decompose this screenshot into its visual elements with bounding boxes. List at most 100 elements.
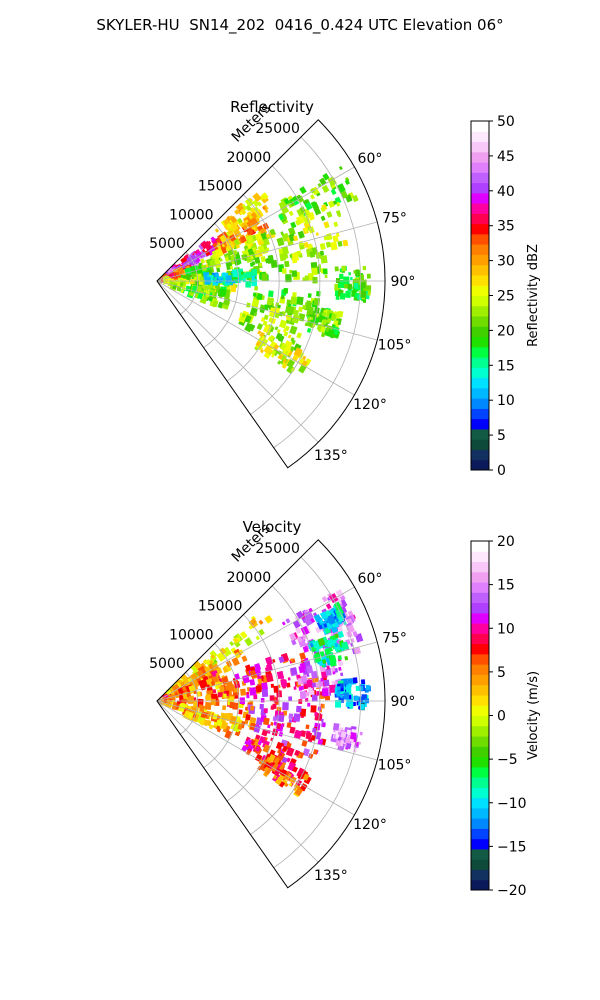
data-cell	[242, 278, 246, 283]
radial-tick-label: 10000	[169, 207, 214, 223]
colorbar-swatch	[471, 725, 489, 737]
data-cell	[345, 684, 351, 691]
data-cell	[236, 636, 242, 642]
data-cell	[350, 276, 353, 281]
data-cell	[309, 251, 316, 258]
colorbar-tick-label: 0	[497, 709, 506, 725]
data-cell	[263, 759, 268, 764]
data-cell	[245, 713, 251, 721]
colorbar-swatch	[471, 664, 489, 675]
data-cell	[294, 787, 304, 797]
colorbar-swatch	[471, 869, 489, 881]
data-cell	[325, 603, 332, 610]
data-cell	[281, 756, 288, 764]
data-cell	[314, 653, 318, 658]
data-cell	[245, 280, 252, 288]
data-cell	[354, 269, 361, 277]
colorbar-tick-label: 50	[497, 114, 515, 130]
data-cell	[201, 248, 206, 253]
colorbar-swatch	[471, 264, 489, 276]
colorbar-swatch	[471, 777, 489, 788]
data-cell	[298, 364, 307, 374]
data-cell	[335, 589, 345, 599]
colorbar-swatch	[471, 694, 489, 706]
data-cell	[236, 633, 241, 639]
data-cell	[203, 284, 209, 291]
azimuth-tick-label: 105°	[378, 338, 412, 354]
data-cell	[333, 221, 339, 228]
data-cell	[241, 655, 248, 663]
data-cell	[229, 221, 239, 232]
azimuth-tick-label: 60°	[358, 151, 383, 167]
data-cell	[309, 687, 313, 693]
data-cell	[198, 280, 203, 286]
colorbar-tick-label: −5	[497, 752, 518, 768]
data-cell	[199, 719, 206, 726]
data-cell	[264, 615, 273, 624]
data-cell	[280, 294, 285, 300]
data-cell	[360, 704, 365, 710]
data-cell	[252, 226, 257, 231]
azimuth-tick-label: 60°	[358, 571, 383, 587]
data-cell	[244, 240, 248, 246]
data-cell	[269, 228, 276, 236]
data-cell	[323, 623, 328, 628]
colorbar-tick-label: 40	[497, 184, 515, 200]
data-cell	[327, 176, 337, 187]
azimuth-spoke	[156, 280, 319, 443]
data-cell	[210, 698, 216, 706]
data-cell	[327, 200, 335, 208]
data-cell	[293, 787, 297, 792]
data-cell	[278, 353, 284, 360]
data-cell	[252, 247, 257, 253]
data-cell	[312, 727, 317, 733]
colorbar-swatch	[471, 192, 489, 204]
colorbar-swatch	[471, 623, 489, 634]
data-cell	[262, 320, 268, 326]
data-cell	[258, 628, 265, 636]
data-cell	[270, 705, 275, 710]
colorbar-swatch	[471, 367, 489, 379]
data-cell	[258, 619, 264, 625]
data-cell	[341, 265, 347, 272]
data-cell	[274, 326, 279, 331]
data-cell	[268, 255, 274, 262]
azimuth-spoke	[156, 700, 378, 761]
colorbar-tick-label: 35	[497, 219, 515, 235]
data-cell	[278, 752, 283, 757]
data-cell	[229, 215, 238, 224]
data-cell	[282, 710, 288, 716]
data-cell	[260, 255, 266, 263]
data-cell	[282, 358, 287, 364]
colorbar-swatch	[471, 316, 489, 327]
data-cell	[312, 749, 319, 755]
data-cell	[347, 624, 355, 633]
data-cell	[265, 663, 273, 672]
data-cell	[219, 685, 225, 693]
data-cell	[253, 724, 261, 733]
data-cell	[254, 753, 263, 762]
data-cell	[273, 685, 280, 693]
data-cell	[278, 764, 285, 771]
data-cell	[336, 691, 341, 697]
data-cell	[227, 683, 235, 692]
data-cell	[263, 717, 270, 726]
data-cell	[204, 249, 211, 257]
data-cell	[353, 646, 361, 655]
data-cell	[244, 637, 253, 647]
data-cell	[226, 241, 236, 251]
colorbar-tick-label: −20	[497, 883, 527, 899]
colorbar-swatch	[471, 121, 489, 132]
data-cell	[324, 648, 331, 656]
data-cell	[310, 670, 318, 679]
data-cell	[327, 615, 336, 626]
data-cell	[328, 647, 334, 652]
data-cell	[281, 621, 286, 626]
data-cell	[278, 656, 285, 664]
data-cell	[319, 250, 325, 256]
data-cell	[262, 324, 272, 334]
data-cell	[283, 197, 291, 205]
data-cell	[272, 766, 282, 777]
data-cell	[322, 318, 328, 325]
data-cell	[210, 236, 216, 242]
